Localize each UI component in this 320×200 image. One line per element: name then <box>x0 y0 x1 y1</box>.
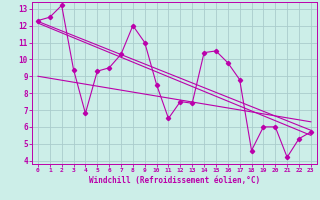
X-axis label: Windchill (Refroidissement éolien,°C): Windchill (Refroidissement éolien,°C) <box>89 176 260 185</box>
